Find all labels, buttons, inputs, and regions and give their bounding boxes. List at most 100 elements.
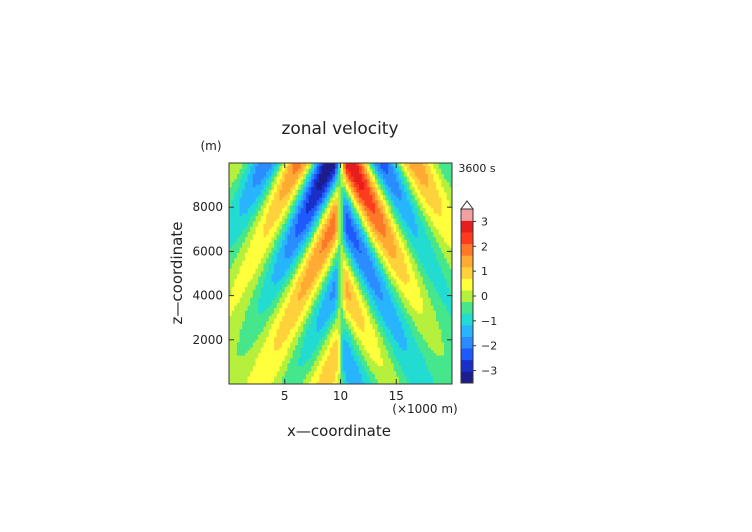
field-cell (229, 352, 233, 356)
field-cell (308, 270, 312, 274)
field-cell (327, 184, 331, 188)
field-cell (380, 312, 384, 317)
field-cell (298, 344, 302, 348)
field-cell (375, 355, 379, 359)
field-cell (234, 207, 238, 211)
field-cell (268, 223, 272, 227)
field-cell (372, 352, 376, 356)
field-cell (345, 326, 349, 330)
field-cell (375, 207, 379, 211)
field-cell (364, 339, 368, 343)
field-cell (377, 176, 381, 180)
field-cell (279, 315, 283, 319)
field-cell (329, 260, 334, 264)
field-cell (258, 328, 262, 332)
field-cell (345, 360, 349, 364)
field-cell (260, 318, 265, 322)
field-cell (231, 228, 235, 232)
field-cell (229, 291, 233, 296)
field-cell (282, 241, 286, 246)
field-cell (332, 339, 336, 343)
field-cell (271, 223, 275, 227)
field-cell (260, 347, 265, 351)
field-cell (255, 310, 259, 314)
field-cell (271, 165, 275, 169)
field-cell (231, 307, 235, 311)
field-cell (282, 331, 286, 335)
field-cell (305, 255, 310, 259)
field-cell (351, 168, 355, 172)
field-cell (319, 310, 323, 314)
field-cell (321, 184, 326, 188)
field-cell (250, 320, 254, 324)
field-cell (343, 323, 347, 327)
field-cell (287, 270, 291, 274)
field-cell (292, 257, 296, 261)
field-cell (284, 257, 288, 261)
field-cell (295, 320, 299, 324)
field-cell (377, 163, 381, 167)
field-cell (247, 341, 251, 346)
field-cell (231, 312, 235, 317)
field-cell (327, 318, 331, 322)
field-cell (313, 349, 318, 353)
field-cell (252, 365, 257, 369)
field-cell (239, 231, 243, 235)
field-cell (229, 347, 233, 351)
field-cell (242, 297, 246, 301)
field-cell (250, 291, 254, 296)
field-cell (260, 365, 265, 369)
field-cell (332, 220, 336, 225)
field-cell (343, 381, 347, 385)
field-cell (244, 239, 249, 243)
field-cell (324, 189, 328, 193)
field-cell (234, 178, 238, 182)
field-cell (377, 370, 381, 374)
field-cell (337, 315, 341, 319)
field-cell (369, 173, 373, 177)
field-cell (284, 323, 288, 327)
field-cell (372, 218, 376, 222)
field-cell (337, 189, 341, 193)
field-cell (239, 326, 243, 330)
field-cell (300, 291, 304, 296)
field-cell (295, 226, 299, 230)
field-cell (260, 207, 265, 211)
field-cell (337, 365, 341, 369)
field-cell (356, 231, 360, 235)
field-cell (348, 376, 352, 380)
field-cell (271, 215, 275, 219)
field-cell (303, 339, 307, 343)
field-cell (244, 352, 249, 356)
field-cell (252, 244, 257, 248)
field-cell (303, 349, 307, 353)
field-cell (229, 276, 233, 280)
field-cell (282, 191, 286, 196)
field-cell (321, 178, 326, 182)
field-cell (375, 339, 379, 343)
field-cell (382, 299, 387, 303)
field-cell (316, 323, 320, 327)
field-cell (345, 184, 349, 188)
field-cell (271, 281, 275, 285)
field-cell (319, 276, 323, 280)
field-cell (335, 294, 339, 298)
field-cell (332, 312, 336, 317)
field-cell (295, 218, 299, 222)
field-cell (313, 252, 318, 256)
field-cell (332, 326, 336, 330)
field-cell (250, 352, 254, 356)
field-cell (266, 186, 270, 190)
field-cell (313, 326, 318, 330)
field-cell (263, 376, 267, 380)
field-cell (303, 189, 307, 193)
field-cell (260, 326, 265, 330)
field-cell (356, 191, 360, 196)
field-cell (255, 336, 259, 340)
field-cell (266, 199, 270, 203)
field-cell (337, 173, 341, 177)
field-cell (356, 205, 360, 209)
field-cell (327, 310, 331, 314)
field-cell (231, 323, 235, 327)
field-cell (266, 355, 270, 359)
